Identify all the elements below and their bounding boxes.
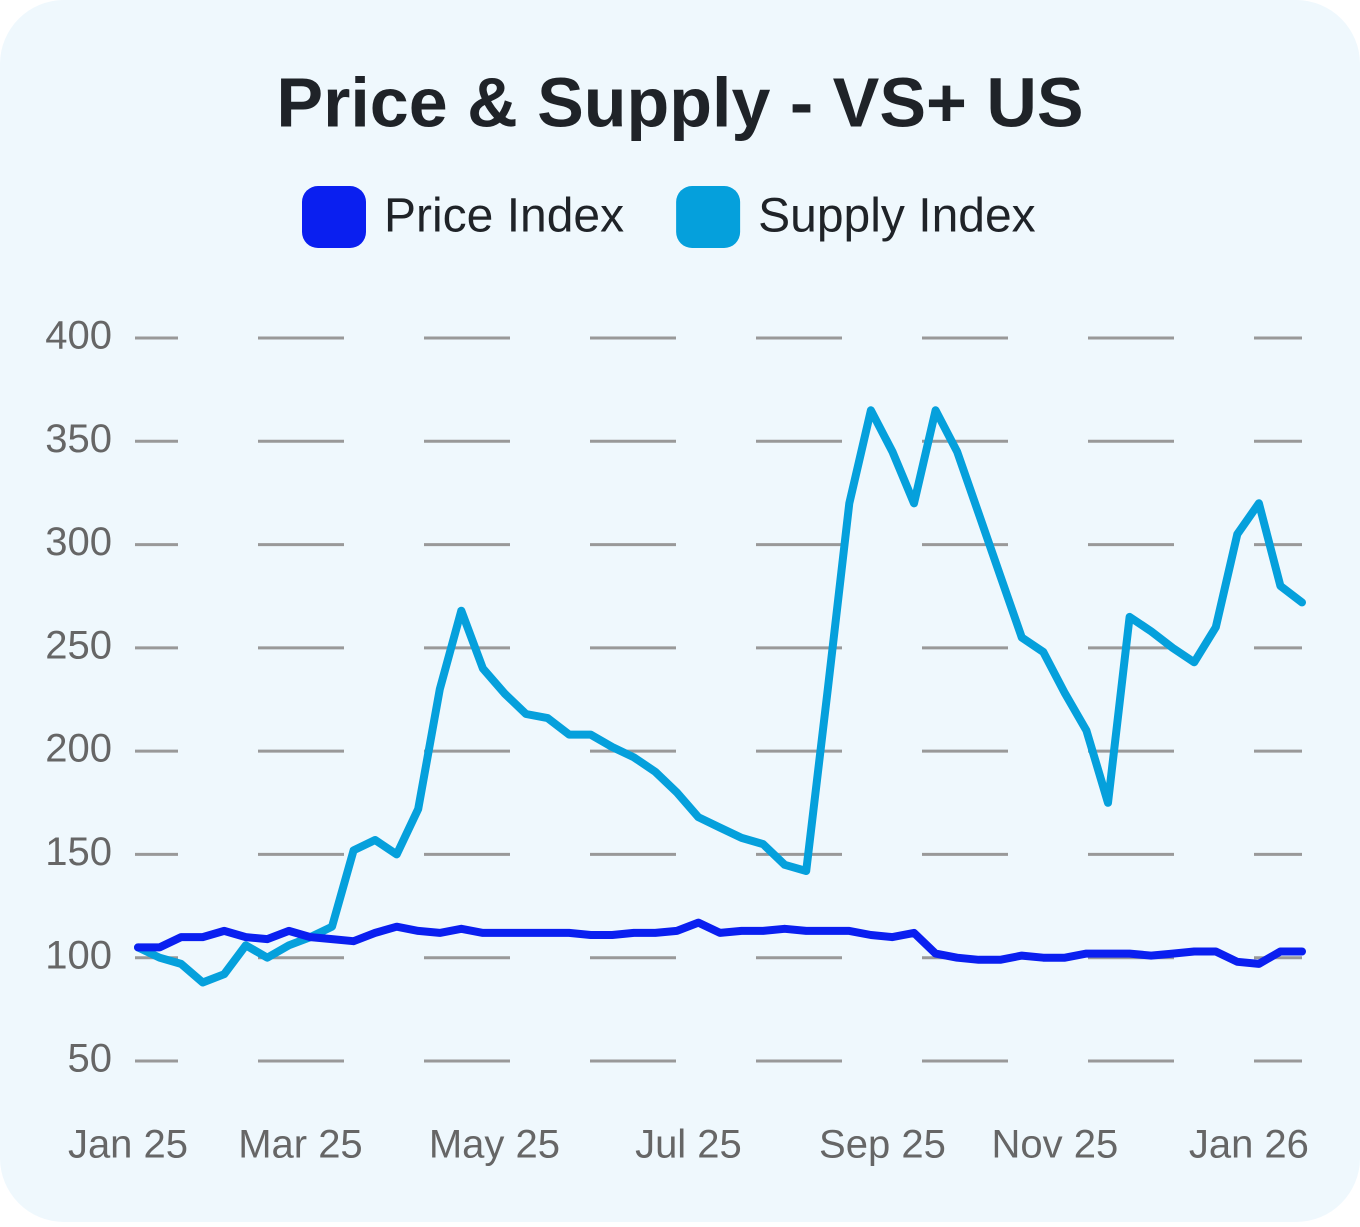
y-tick-label: 50 (68, 1037, 113, 1081)
plot: Jan 25 Mar 25 May 25 Jul 25 Sep 25 Nov 25 Jan … (68, 406, 1309, 1167)
series-line (134, 406, 1306, 987)
y-tick-label: 100 (45, 933, 112, 977)
legend-swatch (302, 186, 366, 248)
grid: 50 100 150 200 250 300 350 400 (45, 314, 1302, 1081)
x-tick-label: May 25 (429, 1123, 560, 1167)
legend-label: Price Index (384, 190, 624, 243)
legend: Price Index Supply Index (302, 186, 1036, 248)
y-tick-label: 300 (45, 520, 112, 564)
series-line (134, 918, 1306, 968)
y-tick-label: 250 (45, 623, 112, 667)
x-tick-label: Jan 25 (68, 1123, 188, 1167)
x-tick-label: Nov 25 (992, 1123, 1119, 1167)
y-tick-label: 350 (45, 417, 112, 461)
x-tick-label: Mar 25 (238, 1123, 363, 1167)
legend-swatch (676, 186, 741, 248)
y-tick-label: 400 (45, 314, 112, 358)
x-tick-label: Jul 25 (635, 1123, 742, 1167)
y-tick-label: 200 (45, 727, 112, 771)
chart-title: Price & Supply - VS+ US (276, 63, 1083, 141)
y-tick-label: 150 (45, 830, 112, 874)
legend-label: Supply Index (758, 190, 1036, 243)
x-tick-label: Sep 25 (819, 1123, 946, 1167)
x-tick-label: Jan 26 (1189, 1123, 1309, 1167)
